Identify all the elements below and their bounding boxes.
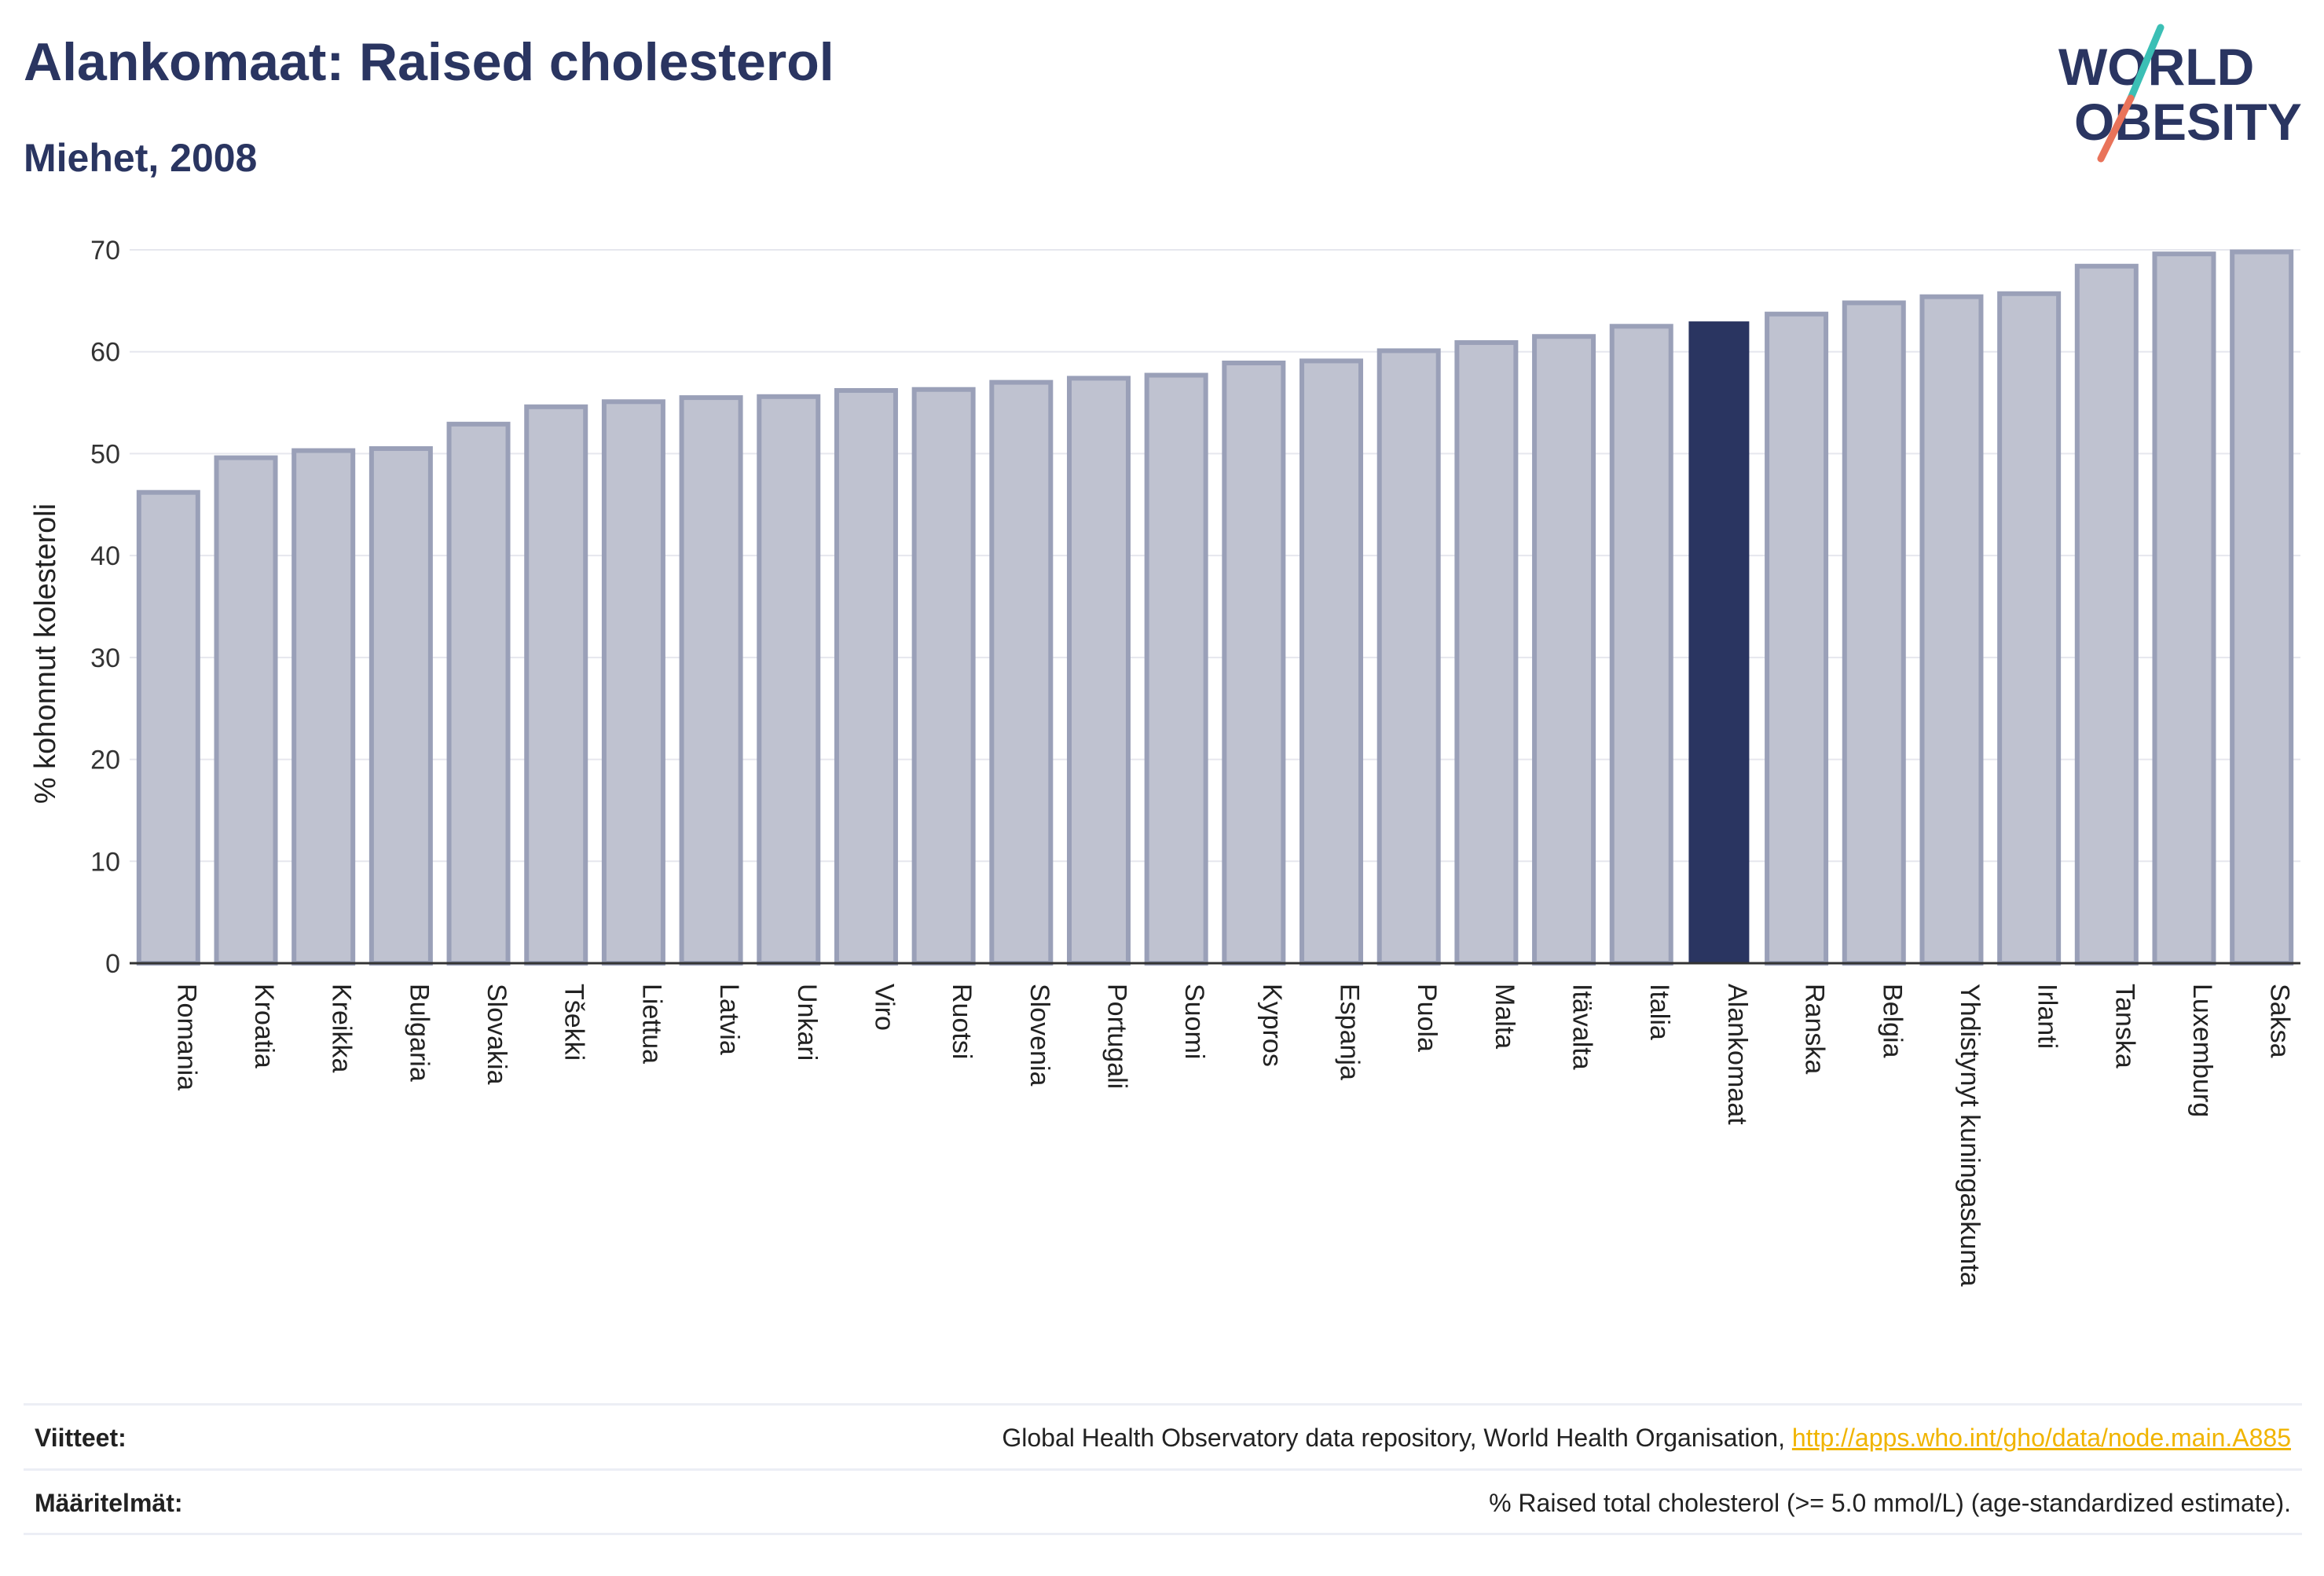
- bar: [601, 399, 665, 966]
- x-tick-label: Itävalta: [1567, 984, 1597, 1070]
- bar: [989, 379, 1054, 966]
- sources-text: Global Health Observatory data repositor…: [1002, 1423, 1792, 1452]
- bar: [911, 387, 976, 966]
- x-tick-label: Italia: [1644, 984, 1674, 1040]
- bar: [1066, 376, 1131, 966]
- bar: [1454, 340, 1519, 966]
- bar: [1919, 294, 1984, 966]
- bar: [834, 388, 898, 966]
- x-tick-label: Irlanti: [2033, 984, 2062, 1049]
- bar: [524, 404, 588, 966]
- x-tick-label: Viro: [869, 984, 899, 1031]
- x-tick-label: Yhdistynyt kuningaskunta: [1955, 984, 1985, 1287]
- x-tick-label: Puola: [1412, 984, 1442, 1052]
- sources-row: Viitteet: Global Health Observatory data…: [24, 1403, 2302, 1470]
- x-tick-label: Unkari: [792, 984, 822, 1061]
- x-tick-label: Portugali: [1102, 984, 1131, 1089]
- bar-chart: 0 10 20 30 40 50 60 70 % kohonnut kolesteroli Rom…: [29, 236, 2300, 1287]
- x-tick-label: Alankomaat: [1722, 984, 1752, 1125]
- chart-title: Alankomaat: Raised cholesterol: [24, 32, 834, 92]
- bar: [679, 395, 743, 966]
- y-tick-label: 10: [90, 847, 120, 877]
- y-tick-label: 60: [90, 338, 120, 368]
- y-tick-label: 30: [90, 643, 120, 673]
- x-tick-label: Saksa: [2265, 984, 2295, 1058]
- x-tick-label: Tanska: [2110, 984, 2139, 1068]
- x-tick-label: Belgia: [1877, 984, 1907, 1058]
- bar: [214, 455, 278, 966]
- y-tick-label: 0: [105, 949, 120, 979]
- bar: [2152, 251, 2216, 966]
- footer-divider: [24, 1533, 2302, 1535]
- bar: [1144, 372, 1208, 966]
- bar: [368, 445, 433, 966]
- bar: [1532, 334, 1596, 966]
- y-tick-label: 50: [90, 439, 120, 469]
- x-tick-label: Bulgaria: [404, 984, 434, 1082]
- definitions-label: Määritelmät:: [35, 1488, 183, 1517]
- bar: [2074, 263, 2139, 966]
- sources-link[interactable]: http://apps.who.int/gho/data/node.main.A…: [1791, 1423, 2291, 1452]
- x-tick-label: Ruotsi: [947, 984, 977, 1059]
- x-tick-label: Kypros: [1257, 984, 1287, 1067]
- y-tick-label: 40: [90, 541, 120, 571]
- x-tick-label: Tšekki: [559, 984, 589, 1061]
- bar: [1222, 360, 1286, 966]
- world-obesity-logo: WORLD OBESITY: [2058, 24, 2302, 163]
- definitions-value: % Raised total cholesterol (>= 5.0 mmol/…: [1489, 1488, 2291, 1517]
- x-tick-label: Luxemburg: [2187, 984, 2217, 1117]
- bar: [1299, 358, 1364, 966]
- bar: [446, 421, 511, 966]
- x-tick-label: Kreikka: [327, 984, 357, 1072]
- x-tick-label: Romania: [171, 984, 201, 1090]
- x-tick-label: Suomi: [1179, 984, 1209, 1059]
- x-tick-label: Espanja: [1335, 984, 1365, 1080]
- x-tick-label: Kroatia: [249, 984, 279, 1068]
- x-tick-label: Slovakia: [482, 984, 511, 1085]
- definitions-row: Määritelmät: % Raised total cholesterol …: [24, 1468, 2302, 1535]
- bar: [1997, 291, 2062, 966]
- bar: [1609, 324, 1673, 966]
- x-tick-label: Slovenia: [1025, 984, 1054, 1087]
- y-tick-label: 20: [90, 746, 120, 775]
- sources-value: Global Health Observatory data repositor…: [1002, 1424, 2302, 1453]
- bar: [1765, 311, 1829, 966]
- bar: [136, 489, 200, 966]
- y-tick-label: 70: [90, 236, 120, 266]
- logo-slash-teal: [2127, 24, 2165, 102]
- x-tick-label: Ranska: [1800, 984, 1830, 1074]
- bar: [1376, 348, 1441, 966]
- bar: [1842, 300, 1906, 966]
- y-axis-label: % kohonnut kolesteroli: [29, 504, 62, 804]
- x-tick-label: Latvia: [714, 984, 744, 1055]
- logo-slash-coral: [2097, 94, 2135, 163]
- bar: [2230, 249, 2294, 966]
- bar: [291, 448, 356, 966]
- bar: [757, 394, 821, 966]
- x-tick-label: Malta: [1490, 984, 1519, 1049]
- logo-line1: WORLD: [2058, 38, 2254, 96]
- x-tick-label: Liettua: [636, 984, 666, 1064]
- chart-subtitle: Miehet, 2008: [24, 136, 258, 180]
- sources-label: Viitteet:: [35, 1423, 126, 1452]
- bar: [1688, 321, 1750, 964]
